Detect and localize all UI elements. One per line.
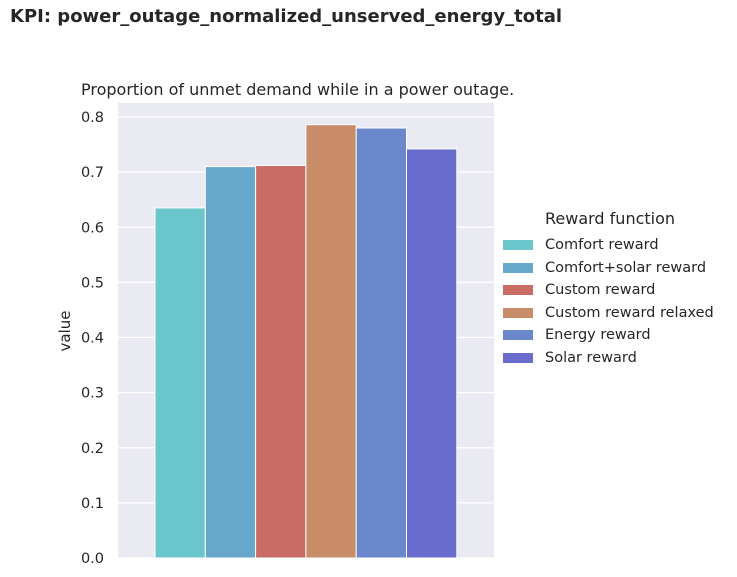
y-axis-label: value — [56, 311, 74, 352]
legend-entry: Energy reward — [503, 324, 714, 347]
bars — [154, 124, 458, 559]
legend-entry: Solar reward — [503, 347, 714, 370]
y-tick-label: 0.6 — [81, 220, 104, 236]
legend-title: Reward function — [545, 209, 676, 228]
legend-swatch — [503, 285, 533, 296]
legend-swatch — [503, 307, 533, 318]
legend-label: Custom reward relaxed — [545, 304, 714, 321]
legend-entry: Comfort reward — [503, 234, 714, 257]
legend: Reward function Comfort reward Comfort+so… — [503, 209, 714, 369]
bar — [154, 207, 206, 559]
y-tick-label: 0.5 — [81, 275, 104, 291]
bar — [406, 148, 458, 559]
y-tick-label: 0.4 — [81, 331, 104, 347]
legend-label: Energy reward — [545, 327, 651, 344]
legend-swatch — [503, 330, 533, 341]
y-tick-label: 0.0 — [81, 551, 104, 567]
y-tick-label: 0.3 — [81, 386, 104, 402]
bar — [204, 166, 257, 559]
legend-entry: Comfort+solar reward — [503, 257, 714, 280]
legend-entry: Custom reward — [503, 279, 714, 302]
legend-entry: Custom reward relaxed — [503, 302, 714, 325]
bar — [305, 124, 357, 559]
chart-title: Proportion of unmet demand while in a po… — [81, 80, 514, 99]
y-tick-label: 0.1 — [81, 496, 104, 512]
figure-title: KPI: power_outage_normalized_unserved_en… — [10, 6, 563, 27]
legend-swatch — [503, 262, 533, 273]
legend-label: Comfort+solar reward — [545, 259, 707, 276]
legend-swatch — [503, 352, 533, 363]
legend-label: Comfort reward — [545, 237, 659, 254]
legend-entries: Comfort reward Comfort+solar reward Custom… — [503, 234, 714, 369]
y-tick-label: 0.7 — [81, 165, 104, 181]
legend-swatch — [503, 240, 533, 251]
legend-label: Custom reward — [545, 282, 656, 299]
legend-label: Solar reward — [545, 349, 637, 366]
y-tick-label: 0.2 — [81, 441, 104, 457]
bar — [255, 165, 307, 559]
y-tick-labels: 0.0 0.1 0.2 0.3 0.4 0.5 0.6 0.7 0.8 — [81, 110, 104, 567]
y-tick-label: 0.8 — [81, 110, 104, 126]
bar — [355, 127, 408, 559]
